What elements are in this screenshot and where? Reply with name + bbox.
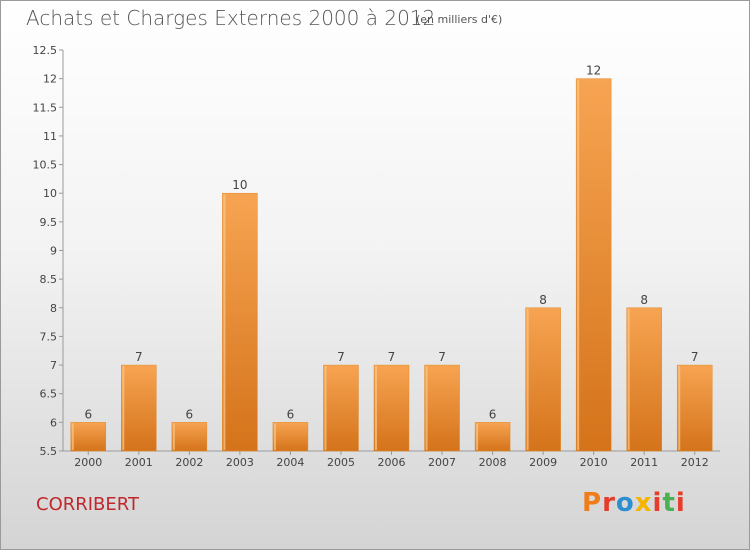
y-tick-label: 10.5 (33, 159, 58, 172)
bar-2009 (525, 307, 561, 452)
y-tick-label: 9.5 (40, 216, 58, 229)
bar-highlight (375, 366, 377, 450)
bar-2006 (373, 364, 410, 452)
x-tick-label: 2001 (125, 456, 153, 469)
y-axis: 5.5 6 6.5 7 7.5 8 8.5 9 9.5 10 10.5 11 11.5 12 12.5 (33, 44, 64, 458)
x-tick-label: 2002 (175, 456, 203, 469)
bar-2004 (272, 422, 309, 452)
bar-highlight (71, 423, 74, 450)
logo-letter: x (634, 488, 653, 518)
y-tick-label: 7.5 (40, 330, 58, 343)
bar-highlight (627, 308, 630, 450)
x-tick-label: 2007 (428, 456, 456, 469)
bar-2002 (171, 422, 208, 452)
x-tick-label: 2009 (529, 456, 557, 469)
bar-value-label: 10 (232, 178, 247, 192)
y-tick-label: 12 (43, 73, 57, 86)
x-tick-label: 2004 (276, 456, 304, 469)
logo-letter: o (615, 488, 635, 518)
y-tick-label: 5.5 (40, 445, 58, 458)
logo-letter: r (602, 488, 616, 518)
bar-highlight (122, 366, 125, 450)
chart-title: Achats et Charges Externes 2000 à 2012 (26, 6, 436, 30)
x-tick-label: 2006 (378, 456, 406, 469)
bar-highlight (678, 366, 681, 450)
x-tick-label: 2008 (479, 456, 507, 469)
bar-value-label: 7 (135, 350, 143, 364)
bar-value-label: 6 (287, 407, 295, 421)
bar-value-label: 6 (489, 407, 497, 421)
bar-value-label: 7 (438, 350, 446, 364)
y-tick-label: 8.5 (40, 273, 58, 286)
logo-letter: i (652, 488, 663, 518)
bar-highlight (172, 423, 175, 450)
bar-highlight (324, 366, 327, 450)
bar-2008 (474, 422, 511, 452)
commune-name: CORRIBERT (36, 494, 139, 515)
x-tick-label: 2011 (630, 456, 658, 469)
bar-2001 (121, 364, 157, 452)
bar-value-label: 8 (640, 293, 648, 307)
y-tick-label: 8 (50, 302, 57, 315)
bar-highlight (577, 79, 580, 451)
bars: 6 7 6 10 6 7 7 7 6 8 12 8 7 (70, 64, 713, 452)
y-tick-label: 11 (43, 130, 57, 143)
bar-value-label: 7 (337, 350, 345, 364)
x-tick-label: 2012 (681, 456, 709, 469)
x-tick-label: 2005 (327, 456, 355, 469)
y-tick-label: 9 (50, 245, 57, 258)
bar-2011 (626, 307, 662, 452)
y-tick-label: 11.5 (33, 101, 58, 114)
bar-2012 (676, 364, 713, 452)
bar-value-label: 7 (691, 350, 699, 364)
y-tick-label: 7 (50, 359, 57, 372)
x-tick-label: 2010 (580, 456, 608, 469)
x-axis: 2000 2001 2002 2003 2004 2005 2006 2007 2008 2009… (63, 450, 720, 469)
logo-letter: t (662, 488, 676, 518)
y-tick-label: 6 (50, 416, 57, 429)
y-tick-label: 6.5 (40, 388, 58, 401)
bar-2000 (70, 422, 107, 452)
bar-value-label: 7 (388, 350, 396, 364)
bar-highlight (223, 194, 226, 450)
bar-2010 (575, 78, 612, 452)
bar-highlight (526, 308, 529, 450)
x-tick-label: 2003 (226, 456, 254, 469)
bar-value-label: 6 (186, 407, 194, 421)
bar-2007 (424, 364, 460, 452)
logo-letter: P (582, 488, 603, 518)
bar-value-label: 6 (84, 407, 92, 421)
logo-letter: i (675, 488, 686, 518)
proxiti-logo: Proxiti (582, 488, 686, 518)
x-tick-label: 2000 (74, 456, 102, 469)
bar-highlight (476, 423, 479, 450)
bar-highlight (273, 423, 276, 450)
bar-highlight (425, 366, 428, 450)
chart-subtitle: (en milliers d'€) (416, 13, 503, 26)
bar-value-label: 8 (539, 293, 547, 307)
y-tick-label: 10 (43, 187, 57, 200)
bar-2003 (222, 192, 258, 452)
y-tick-label: 12.5 (33, 44, 58, 57)
bar-2005 (323, 364, 359, 452)
bar-value-label: 12 (586, 64, 601, 78)
